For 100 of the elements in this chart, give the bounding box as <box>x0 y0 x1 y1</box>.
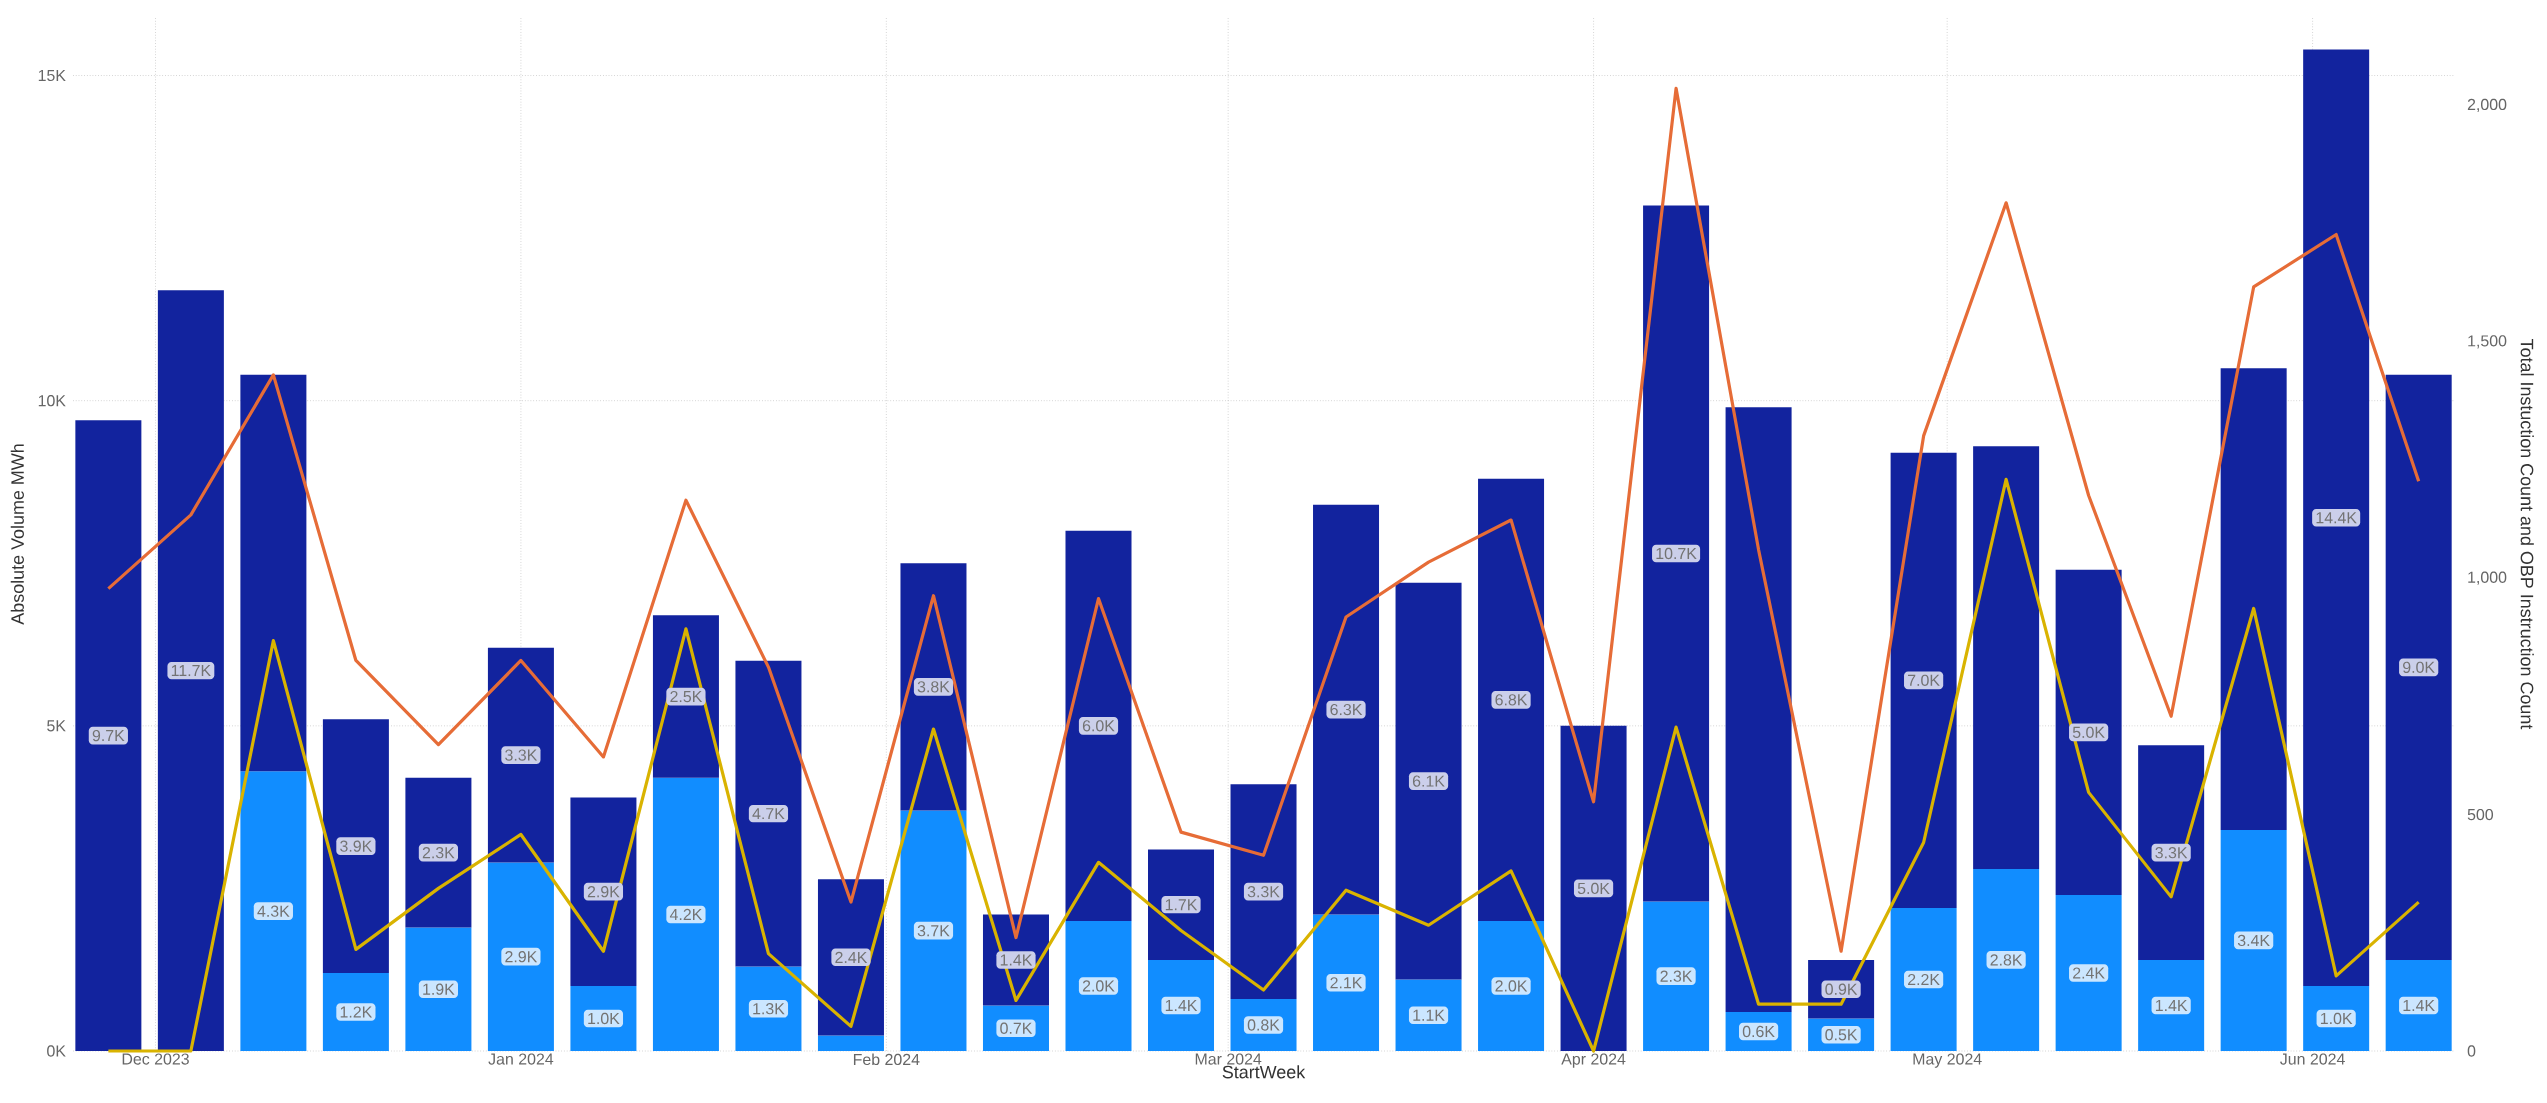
data-label: 1.7K <box>1165 899 1198 911</box>
data-label: 6.0K <box>1082 720 1115 732</box>
bar <box>652 777 719 1051</box>
bar <box>2055 894 2122 1051</box>
y-axis-title: Absolute Volume MWh <box>10 444 24 625</box>
data-label: 7.0K <box>1908 674 1940 686</box>
data-label: 1.9K <box>423 983 455 995</box>
data-label: 4.3K <box>257 905 290 917</box>
bar <box>405 777 472 928</box>
data-label: 2.1K <box>1330 977 1363 989</box>
bar <box>405 927 472 1051</box>
data-label: 2.9K <box>587 886 620 898</box>
data-label: 11.7K <box>171 665 211 677</box>
bar <box>1890 452 1957 908</box>
data-label: 1.2K <box>340 1006 373 1018</box>
data-label: 14.4K <box>2316 512 2357 524</box>
data-label: 5.0K <box>2072 726 2105 738</box>
bar <box>487 862 554 1051</box>
bar <box>1890 907 1957 1051</box>
y2-tick-label: 1,000 <box>2468 571 2507 585</box>
x-tick-label: Jan 2024 <box>488 1053 554 1065</box>
bar <box>817 1035 884 1051</box>
bar <box>1478 478 1545 921</box>
bar <box>2303 49 2370 986</box>
y2-tick-label: 0 <box>2467 1045 2476 1057</box>
bar <box>1973 446 2040 869</box>
y-tick-label: 10K <box>38 395 66 407</box>
data-label: 2.4K <box>835 951 868 963</box>
bar <box>1065 920 1132 1051</box>
bar <box>75 420 142 1051</box>
y2-tick-label: 1,500 <box>2468 335 2507 349</box>
bar <box>1313 504 1380 915</box>
data-label: 9.0K <box>2403 661 2435 673</box>
data-label: 1.3K <box>753 1003 785 1015</box>
data-label: 0.7K <box>1000 1022 1033 1034</box>
data-label: 1.1K <box>1413 1009 1445 1021</box>
data-label: 1.0K <box>2320 1012 2353 1025</box>
data-label: 2.3K <box>1660 970 1693 982</box>
bar <box>1065 530 1132 921</box>
data-label: 2.9K <box>505 951 538 963</box>
data-label: 1.4K <box>2155 999 2188 1011</box>
y2-tick-label: 2,000 <box>2467 98 2507 112</box>
bar <box>900 810 967 1051</box>
x-tick-label: Dec 2023 <box>122 1053 189 1065</box>
data-label: 1.4K <box>2403 999 2435 1011</box>
bar <box>1395 582 1462 980</box>
bar <box>1313 914 1380 1051</box>
data-label: 2.4K <box>2073 967 2105 979</box>
bar <box>2220 368 2287 830</box>
bar <box>2138 745 2205 960</box>
bar <box>570 797 637 986</box>
data-label: 1.4K <box>1165 999 1198 1011</box>
y-tick-label: 0K <box>47 1045 66 1057</box>
data-label: 2.8K <box>1990 954 2023 966</box>
data-label: 2.0K <box>1495 980 1528 992</box>
y-tick-label: 5K <box>47 720 66 732</box>
data-label: 2.3K <box>422 847 455 859</box>
data-label: 2.5K <box>670 690 703 703</box>
data-label: 2.2K <box>1908 973 1940 986</box>
data-label: 3.3K <box>1247 886 1280 898</box>
bar <box>240 771 307 1051</box>
data-label: 3.3K <box>2155 847 2188 859</box>
bar <box>2055 569 2122 895</box>
data-label: 3.7K <box>917 925 950 937</box>
x-tick-label: Mar 2024 <box>1195 1053 1262 1065</box>
bar <box>2220 829 2287 1051</box>
x-tick-label: Jun 2024 <box>2280 1053 2345 1065</box>
data-label: 0.9K <box>1825 983 1858 995</box>
data-label: 6.1K <box>1412 775 1445 787</box>
data-label: 0.6K <box>1742 1025 1775 1038</box>
data-label: 6.8K <box>1495 694 1528 706</box>
bar <box>322 719 389 973</box>
bar <box>1560 725 1627 1051</box>
data-label: 9.7K <box>92 729 125 742</box>
data-label: 3.9K <box>340 840 373 852</box>
bar <box>1725 407 1792 1012</box>
x-axis-title: StartWeek <box>1222 1065 1306 1079</box>
bar <box>487 647 554 863</box>
data-label: 10.7K <box>1656 547 1697 560</box>
data-label: 0.8K <box>1247 1019 1280 1031</box>
bar <box>2385 374 2452 960</box>
bar <box>1973 868 2040 1051</box>
bar <box>1478 920 1545 1051</box>
x-tick-label: May 2024 <box>1913 1053 1982 1068</box>
data-label: 1.4K <box>1000 954 1033 966</box>
bar <box>157 290 224 1051</box>
data-label: 4.2K <box>669 908 703 920</box>
data-label: 1.0K <box>588 1012 620 1025</box>
bar <box>1643 901 1710 1051</box>
data-label: 4.7K <box>752 808 785 820</box>
data-label: 3.3K <box>505 749 538 761</box>
data-label: 3.8K <box>917 681 950 693</box>
data-label: 5.0K <box>1577 882 1610 895</box>
bar <box>240 374 307 772</box>
data-label: 3.4K <box>2237 934 2270 947</box>
y2-tick-label: 500 <box>2467 808 2494 821</box>
y2-axis-title: Total Instuction Count and OBP Instruction Count <box>2520 339 2534 730</box>
data-label: 0.5K <box>1825 1029 1858 1041</box>
bar <box>1643 205 1710 902</box>
y-tick-label: 15K <box>38 69 66 82</box>
